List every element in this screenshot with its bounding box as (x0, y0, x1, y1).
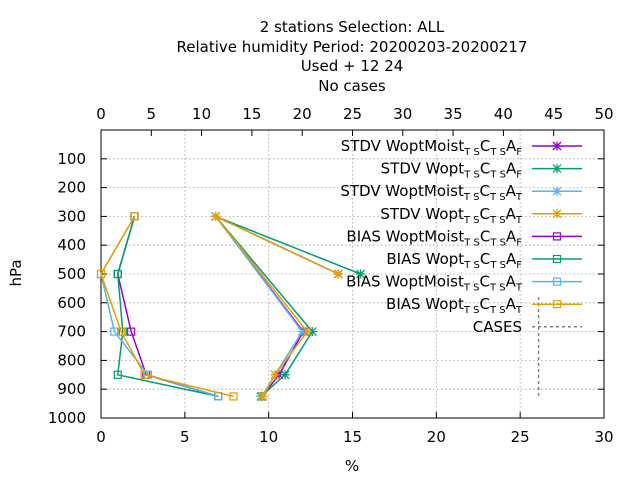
x-bottom-tick-label: 20 (427, 428, 446, 446)
legend-swatch-marker (552, 254, 562, 264)
legend-label: BIAS WoptMoistT SCT SAT (346, 273, 523, 294)
y-tick-label: 400 (57, 236, 86, 254)
x-bottom-tick-label: 15 (343, 428, 362, 446)
legend-label: BIAS WoptMoistT SCT SAF (346, 227, 522, 248)
series-5 (113, 212, 223, 401)
chart-title-line: Relative humidity Period: 20200203-20200… (177, 38, 528, 56)
x-bottom-tick-label: 10 (259, 428, 278, 446)
legend-swatch-marker (552, 141, 562, 151)
x-top-tick-label: 20 (293, 105, 312, 123)
x-bottom-tick-label: 5 (180, 428, 190, 446)
x-bottom-tick-label: 25 (511, 428, 530, 446)
y-tick-label: 800 (57, 351, 86, 369)
x-top-tick-label: 10 (192, 105, 211, 123)
data-point (270, 370, 280, 380)
grid (101, 130, 604, 418)
legend-label: BIAS WoptT SCT SAF (386, 250, 522, 271)
x-top-tick-label: 15 (242, 105, 261, 123)
data-point (258, 391, 268, 401)
legend-swatch-marker (552, 232, 562, 241)
legend-label: STDV WoptT SCT SAF (381, 160, 523, 181)
x-top-tick-label: 30 (393, 105, 412, 123)
x-top-tick-label: 50 (594, 105, 613, 123)
data-point (127, 327, 136, 336)
y-tick-label: 700 (57, 323, 86, 341)
legend-label: STDV WoptMoistT SCT SAF (341, 137, 523, 158)
chart-title: 2 stations Selection: ALL Relative humidi… (177, 18, 528, 95)
x-top-tick-label: 25 (343, 105, 362, 123)
data-point (297, 327, 307, 337)
y-tick-label: 200 (57, 179, 86, 197)
chart-title-line: 2 stations Selection: ALL (260, 18, 445, 36)
data-point (333, 269, 343, 279)
y-tick-label: 100 (57, 150, 86, 168)
legend-swatch-marker (552, 209, 562, 219)
data-point (117, 327, 126, 336)
series-line (116, 216, 219, 398)
y-tick-label: 900 (57, 380, 86, 398)
y-tick-label: 1000 (48, 409, 86, 427)
data-point (302, 327, 312, 337)
x-axis-label: % (345, 457, 359, 475)
y-tick-label: 300 (57, 207, 86, 225)
x-top-tick-label: 35 (444, 105, 463, 123)
data-point (96, 269, 106, 279)
legend-label-cases: CASES (473, 318, 522, 336)
legend-swatch-marker (552, 277, 562, 286)
x-bottom-tick-label: 0 (96, 428, 106, 446)
data-point (113, 269, 122, 279)
series-6 (113, 212, 223, 401)
x-bottom-tick-label: 30 (594, 428, 613, 446)
data-point (280, 370, 290, 380)
series-line (116, 216, 219, 398)
data-point (211, 211, 221, 221)
series-line (100, 216, 234, 398)
chart-title-line: No cases (318, 77, 386, 95)
x-top-tick-label: 0 (96, 105, 106, 123)
legend-swatch-marker (552, 300, 562, 309)
y-tick-label: 600 (57, 294, 86, 312)
data-point (140, 370, 149, 379)
legend-label: STDV WoptT SCT SAT (380, 205, 523, 226)
axis-ticks: 0 5 10 15 20 25 300 5 10 15 20 25 30 35 40 45 5010020030… (48, 105, 614, 446)
data-point (113, 370, 122, 379)
series-4 (211, 211, 343, 401)
data-point (307, 327, 317, 337)
y-tick-label: 500 (57, 265, 86, 283)
series-group (96, 211, 540, 401)
series-8 (96, 212, 238, 401)
x-top-tick-label: 45 (544, 105, 563, 123)
legend-swatch-marker (552, 164, 562, 174)
data-point (356, 269, 366, 279)
data-point (130, 212, 139, 221)
series-line (215, 215, 339, 397)
y-axis-label: hPa (7, 259, 25, 286)
x-top-tick-label: 40 (494, 105, 513, 123)
series-line (215, 215, 339, 397)
legend-swatch-marker (552, 186, 562, 196)
x-top-tick-label: 5 (147, 105, 157, 123)
legend-label: STDV WoptMoistT SCT SAT (340, 182, 523, 203)
data-point (229, 392, 238, 401)
legend-label: BIAS WoptT SCT SAT (386, 295, 523, 316)
series-line (215, 215, 339, 397)
chart-title-line: Used + 12 24 (301, 57, 404, 75)
